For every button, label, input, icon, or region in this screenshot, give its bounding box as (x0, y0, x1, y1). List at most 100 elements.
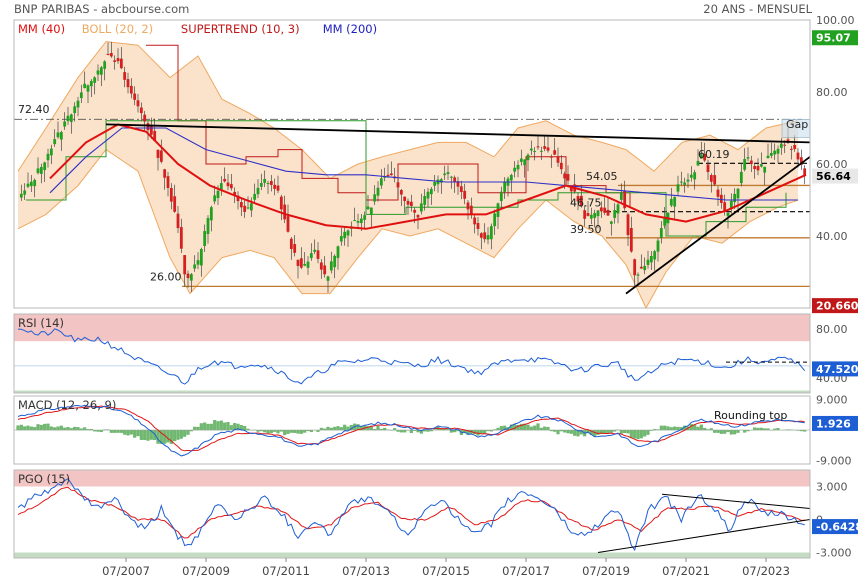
macd-histogram-bar (703, 427, 707, 431)
macd-histogram-bar (16, 425, 20, 431)
macd-histogram-bar (66, 426, 70, 431)
macd-histogram-bar (159, 430, 163, 444)
candle-body (469, 205, 473, 215)
candle-body (539, 150, 543, 152)
candle-body (383, 176, 387, 178)
macd-histogram-bar (473, 430, 477, 435)
candle-body (789, 148, 793, 150)
macd-histogram-bar (139, 430, 143, 440)
macd-histogram-bar (639, 430, 643, 439)
candle-body (429, 188, 433, 195)
macd-histogram-bar (773, 428, 777, 431)
macd-histogram-bar (306, 430, 310, 432)
candle-body (76, 100, 80, 108)
macd-histogram-bar (336, 426, 340, 431)
candle-body (599, 207, 603, 212)
legend-entry: BOLL (20, 2) (82, 22, 153, 36)
macd-histogram-bar (416, 430, 420, 433)
macd-histogram-bar (453, 430, 457, 433)
macd-histogram-bar (326, 426, 330, 431)
candle-body (103, 61, 107, 69)
macd-histogram-bar (709, 428, 713, 431)
macd-histogram-bar (516, 425, 520, 431)
macd-histogram-bar (146, 430, 150, 441)
macd-histogram-bar (466, 430, 470, 435)
candle-body (346, 230, 350, 236)
candle-body (563, 173, 567, 179)
macd-histogram-bar (309, 430, 313, 433)
macd-histogram-bar (699, 424, 703, 431)
candle-body (313, 249, 317, 252)
macd-histogram-bar (726, 430, 730, 433)
candle-body (339, 236, 343, 242)
macd-histogram-bar (216, 421, 220, 431)
macd-histogram-bar (719, 430, 723, 434)
candle-body (523, 159, 527, 166)
macd-histogram-bar (766, 428, 770, 431)
candle-body (146, 123, 150, 131)
price-tag: 95.07 (816, 32, 851, 45)
macd-histogram-bar (59, 425, 63, 431)
candle-body (773, 150, 777, 155)
candle-body (579, 195, 583, 207)
macd-histogram-bar (169, 430, 173, 444)
macd-histogram-bar (206, 423, 210, 431)
candle-body (316, 250, 320, 259)
candle-body (649, 255, 653, 263)
macd-histogram-bar (33, 427, 37, 431)
macd-histogram-bar (156, 430, 160, 444)
candle-body (56, 132, 60, 138)
macd-histogram-bar (743, 430, 747, 433)
price-y-tick-label: 80.00 (816, 86, 848, 99)
candle-body (53, 139, 57, 145)
macd-histogram-bar (449, 430, 453, 433)
candle-body (159, 150, 163, 162)
candle-body (179, 227, 183, 249)
macd-histogram-bar (123, 430, 127, 435)
macd-histogram-bar (69, 428, 73, 431)
macd-histogram-bar (763, 428, 767, 431)
candle-body (376, 187, 380, 196)
candle-body (163, 169, 167, 178)
macd-histogram-bar (479, 430, 483, 434)
macd-histogram-bar (526, 424, 530, 431)
candle-body (479, 233, 483, 238)
macd-histogram-bar (356, 424, 360, 431)
candle-body (199, 249, 203, 266)
candle-body (83, 83, 87, 89)
candle-body (639, 266, 643, 269)
macd-histogram-bar (723, 430, 727, 434)
rsi-y-tick-label: 80.00 (816, 323, 848, 336)
macd-histogram-bar (89, 428, 93, 431)
candle-body (416, 215, 420, 218)
macd-histogram-bar (79, 428, 83, 431)
bollinger-lower-line (17, 148, 799, 310)
candle-body (796, 152, 800, 160)
macd-histogram-bar (669, 427, 673, 431)
macd-histogram-bar (536, 423, 540, 431)
macd-signal-line (17, 405, 805, 452)
pgo-y-tick-label: -3.000 (816, 547, 851, 560)
candle-body (213, 195, 217, 202)
macd-histogram-bar (166, 430, 170, 443)
candle-body (126, 79, 130, 88)
candle-body (696, 160, 700, 166)
macd-histogram-bar (693, 424, 697, 431)
candle-body (683, 182, 687, 185)
macd-histogram-bar (663, 425, 667, 431)
candle-body (749, 160, 753, 165)
candle-body (409, 201, 413, 206)
x-tick-label: 07/2009 (182, 564, 230, 578)
candle-body (693, 172, 697, 180)
candle-body (176, 213, 180, 229)
candle-body (673, 196, 677, 207)
candle-body (256, 187, 260, 195)
candle-body (136, 100, 140, 107)
candle-body (576, 196, 580, 202)
macd-histogram-bar (483, 430, 487, 435)
candle-body (753, 166, 757, 170)
candle-body (39, 166, 43, 174)
candle-body (636, 274, 640, 276)
macd-histogram-bar (219, 420, 223, 431)
macd-histogram-bar (246, 428, 250, 431)
